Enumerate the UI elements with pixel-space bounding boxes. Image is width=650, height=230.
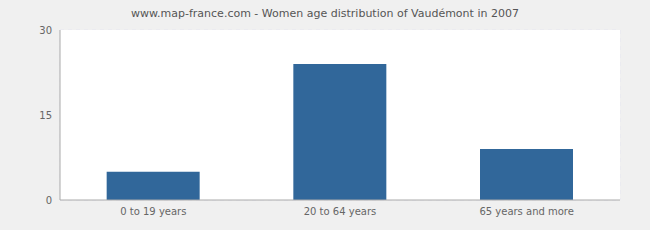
- html-text:www.map-france.com - Women age: www.map-france.com - Women age distribut…: [131, 7, 519, 20]
- svg-text:65 years and more: 65 years and more: [479, 206, 574, 217]
- svg-text:20 to 64 years: 20 to 64 years: [304, 206, 377, 217]
- svg-text:0 to 19 years: 0 to 19 years: [120, 206, 186, 217]
- svg-text:0: 0: [46, 195, 52, 206]
- svg-text:30: 30: [39, 25, 52, 36]
- svg-text:15: 15: [39, 110, 52, 121]
